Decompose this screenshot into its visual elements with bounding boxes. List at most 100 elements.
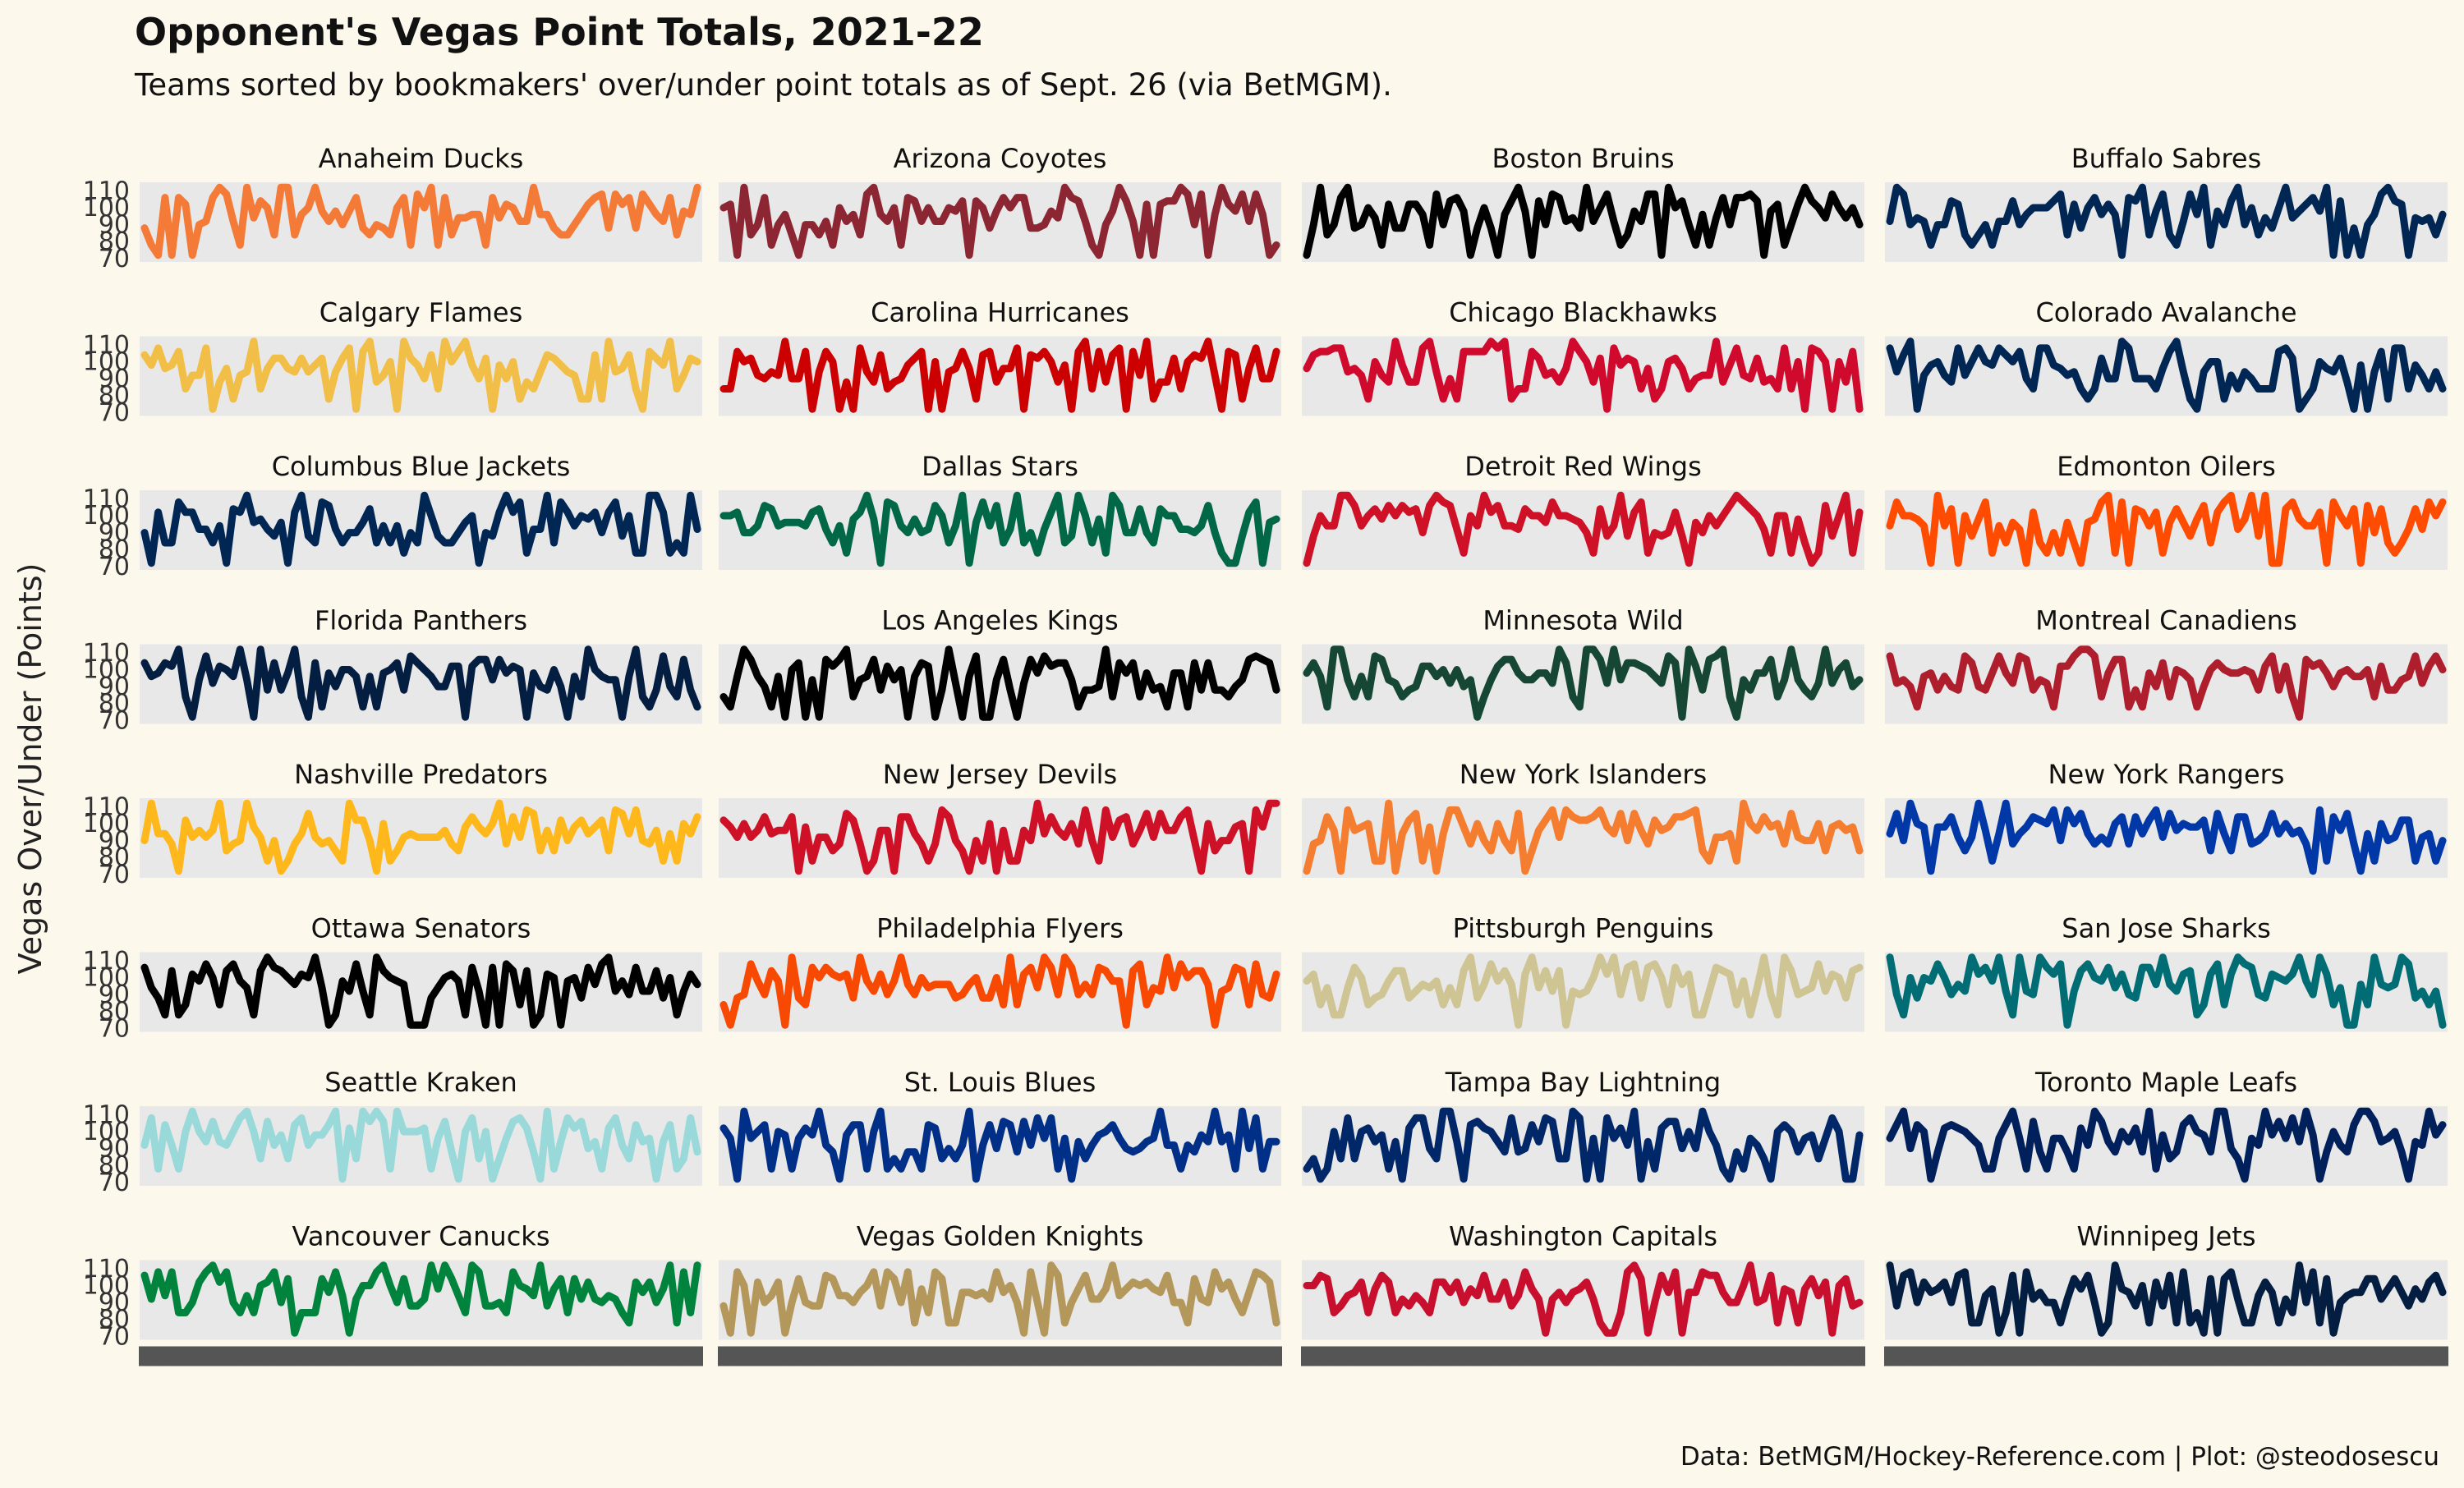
y-tick-label: 100: [83, 810, 130, 838]
panel-title: Tampa Bay Lightning: [1445, 1067, 1721, 1098]
series-line: [719, 1107, 1280, 1183]
series-line: [140, 491, 701, 567]
panel-title: Columbus Blue Jackets: [272, 451, 571, 482]
panel-title: New York Islanders: [1460, 759, 1707, 790]
y-tick-label: 90: [99, 1288, 130, 1317]
panel-san-jose-sharks: San Jose Sharks: [1885, 913, 2448, 1032]
y-tick-label: 90: [99, 981, 130, 1009]
y-tick-label: 80: [99, 227, 130, 256]
y-tick-label: 100: [83, 963, 130, 992]
panel-pittsburgh-penguins: Pittsburgh Penguins: [1302, 913, 1864, 1032]
panel-philadelphia-flyers: Philadelphia Flyers: [719, 913, 1281, 1032]
chart-subtitle: Teams sorted by bookmakers' over/under p…: [135, 67, 1392, 103]
panel-new-york-rangers: New York Rangers: [1885, 759, 2448, 878]
series-line: [1303, 799, 1864, 875]
series-line: [1303, 183, 1864, 259]
series-line: [140, 1107, 701, 1183]
panel-title: Edmonton Oilers: [2057, 451, 2276, 482]
panel-vegas-golden-knights: Vegas Golden Knights: [719, 1221, 1281, 1340]
panel-background: [140, 644, 702, 724]
panel-title: Nashville Predators: [294, 759, 548, 790]
panel-los-angeles-kings: Los Angeles Kings: [719, 605, 1281, 724]
series-line: [1303, 338, 1864, 413]
series-line: [719, 183, 1280, 259]
y-tick-label: 110: [83, 331, 130, 360]
y-tick-label: 110: [83, 485, 130, 513]
y-tick-label: 110: [83, 1100, 130, 1129]
panel-edmonton-oilers: Edmonton Oilers: [1885, 451, 2448, 570]
panel-title: Colorado Avalanche: [2035, 297, 2296, 328]
y-tick-label: 100: [83, 1118, 130, 1146]
panel-title: Washington Capitals: [1449, 1221, 1717, 1252]
y-tick-label: 110: [83, 792, 130, 821]
series-line: [140, 183, 701, 259]
y-tick-label: 80: [99, 382, 130, 411]
y-tick-label: 80: [99, 690, 130, 719]
panel-title: Philadelphia Flyers: [876, 913, 1124, 944]
panel-title: Pittsburgh Penguins: [1453, 913, 1714, 944]
y-tick-label: 70: [99, 398, 130, 427]
panel-new-jersey-devils: New Jersey Devils: [719, 759, 1281, 878]
panel-title: Carolina Hurricanes: [871, 297, 1129, 328]
series-line: [1303, 645, 1864, 721]
panel-title: Boston Bruins: [1492, 143, 1674, 174]
panel-title: Vancouver Canucks: [292, 1221, 549, 1252]
panel-colorado-avalanche: Colorado Avalanche: [1885, 297, 2448, 416]
panel-carolina-hurricanes: Carolina Hurricanes: [719, 297, 1281, 416]
y-tick-label: 70: [99, 1014, 130, 1043]
panel-title: Anaheim Ducks: [319, 143, 524, 174]
series-line: [140, 645, 701, 721]
y-tick-label: 80: [99, 1151, 130, 1180]
chart-title: Opponent's Vegas Point Totals, 2021-22: [135, 10, 984, 54]
series-line: [719, 799, 1280, 875]
panel-st-louis-blues: St. Louis Blues: [719, 1067, 1281, 1186]
panel-title: St. Louis Blues: [904, 1067, 1096, 1098]
y-tick-label: 70: [99, 1322, 130, 1351]
series-line: [719, 338, 1280, 413]
panel-title: Florida Panthers: [315, 605, 527, 636]
panel-washington-capitals: Washington Capitals: [1302, 1221, 1864, 1340]
panel-title: Los Angeles Kings: [881, 605, 1118, 636]
panel-boston-bruins: Boston Bruins: [1302, 143, 1864, 262]
y-tick-label: 70: [99, 1169, 130, 1197]
panel-title: Detroit Red Wings: [1464, 451, 1702, 482]
panel-detroit-red-wings: Detroit Red Wings: [1302, 451, 1864, 570]
y-tick-label: 110: [83, 1255, 130, 1284]
series-line: [1886, 183, 2447, 259]
y-tick-label: 90: [99, 519, 130, 548]
x-tick-label: [2437, 1346, 2448, 1366]
y-tick-label: 70: [99, 245, 130, 273]
panel-title: Montreal Canadiens: [2035, 605, 2297, 636]
y-tick-label: 100: [83, 194, 130, 223]
series-line: [719, 953, 1280, 1029]
x-tick-label: [692, 1346, 703, 1366]
series-line: [719, 491, 1280, 567]
panel-chicago-blackhawks: Chicago Blackhawks: [1302, 297, 1864, 416]
panel-title: New Jersey Devils: [883, 759, 1117, 790]
series-line: [1886, 1107, 2447, 1183]
panel-title: Toronto Maple Leafs: [2034, 1067, 2297, 1098]
series-line: [719, 1261, 1280, 1337]
series-line: [1303, 1107, 1864, 1183]
panel-title: Dallas Stars: [922, 451, 1078, 482]
panel-title: San Jose Sharks: [2062, 913, 2270, 944]
y-tick-label: 90: [99, 365, 130, 393]
y-tick-label: 80: [99, 843, 130, 872]
y-tick-label: 110: [83, 639, 130, 668]
x-axis-ticks: [139, 1346, 2448, 1366]
y-tick-label: 80: [99, 1306, 130, 1334]
y-tick-label: 90: [99, 211, 130, 240]
y-tick-label: 80: [99, 998, 130, 1026]
panel-winnipeg-jets: Winnipeg Jets: [1885, 1221, 2448, 1340]
panel-title: Chicago Blackhawks: [1449, 297, 1717, 328]
panel-tampa-bay-lightning: Tampa Bay Lightning: [1302, 1067, 1864, 1186]
y-tick-label: 110: [83, 177, 130, 205]
